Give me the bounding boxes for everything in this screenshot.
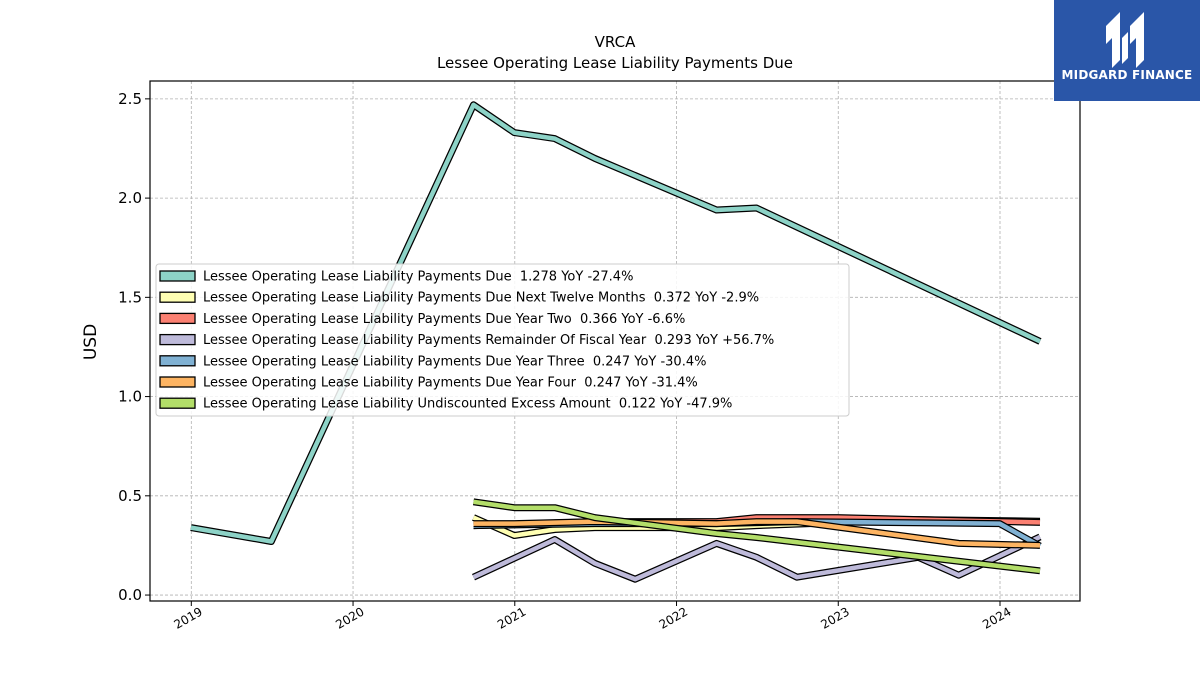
series-line-stroke	[473, 499, 1041, 574]
y-axis-label: USD	[81, 324, 101, 360]
legend-swatch	[159, 291, 196, 303]
x-tick-label: 2019	[171, 604, 204, 631]
x-tick-label: 2023	[818, 604, 851, 631]
series-line	[472, 498, 1041, 575]
series-line	[472, 533, 1042, 583]
legend-swatch	[159, 376, 196, 388]
y-tick-label: 1.5	[118, 288, 142, 306]
x-tick-label: 2022	[657, 604, 690, 631]
legend-label: Lessee Operating Lease Liability Undisco…	[203, 397, 732, 412]
legend-swatch	[159, 397, 196, 409]
midgard-m-logo-icon	[1106, 12, 1144, 68]
legend-label: Lessee Operating Lease Liability Payment…	[203, 333, 774, 348]
y-tick-label: 1.0	[118, 388, 142, 406]
legend-label: Lessee Operating Lease Liability Payment…	[203, 270, 633, 285]
legend-swatch	[159, 355, 196, 367]
legend-box	[155, 263, 850, 417]
x-tick-label: 2020	[333, 604, 366, 631]
legend-swatch	[159, 333, 196, 346]
y-tick-label: 2.5	[118, 90, 142, 108]
chart-subtitle: Lessee Operating Lease Liability Payment…	[437, 54, 793, 72]
y-tick-label: 2.0	[118, 189, 142, 207]
y-tick-label: 0.0	[118, 586, 142, 604]
legend-label: Lessee Operating Lease Liability Payment…	[203, 291, 759, 306]
series-line-stroke	[472, 534, 1041, 582]
chart-title: VRCA	[595, 33, 636, 51]
brand-logo: MIDGARD FINANCE	[1054, 0, 1200, 101]
y-tick-label: 0.5	[118, 487, 142, 505]
series-line	[473, 518, 1041, 549]
x-tick-label: 2024	[980, 604, 1013, 631]
plot-frame	[149, 80, 1081, 602]
legend-swatch	[159, 312, 196, 325]
series-line-stroke	[473, 519, 1041, 548]
legend-label: Lessee Operating Lease Liability Payment…	[203, 376, 698, 391]
x-tick-label: 2021	[495, 604, 528, 631]
legend: Lessee Operating Lease Liability Payment…	[155, 263, 850, 417]
legend-label: Lessee Operating Lease Liability Payment…	[203, 354, 706, 369]
legend-label: Lessee Operating Lease Liability Payment…	[203, 312, 685, 327]
brand-name: MIDGARD FINANCE	[1061, 68, 1193, 82]
legend-swatch	[159, 270, 196, 282]
